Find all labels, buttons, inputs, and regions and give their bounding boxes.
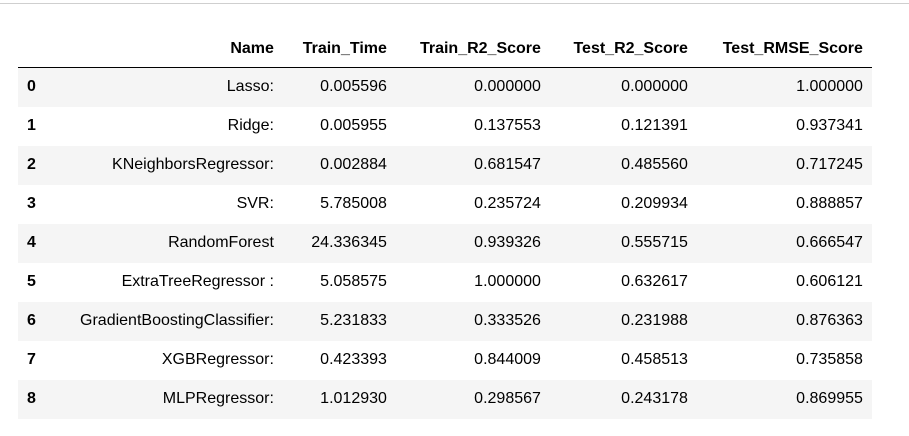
cell-test-rmse: 0.735858: [796, 351, 863, 368]
table-row: 8 MLPRegressor: 1.012930 0.298567 0.243178 0.…: [18, 379, 872, 419]
cell-test-r2: 0.632617: [621, 273, 688, 290]
row-index: 0: [27, 78, 36, 96]
cell-test-r2: 0.000000: [621, 78, 688, 96]
row-index: 5: [27, 273, 36, 290]
cell-train-r2: 0.844009: [474, 351, 541, 368]
cell-name: RandomForest: [168, 234, 274, 251]
cell-test-rmse: 0.937341: [796, 117, 863, 134]
row-index: 1: [27, 117, 36, 134]
cell-train-r2: 0.137553: [474, 117, 541, 134]
row-index: 2: [27, 156, 36, 173]
cell-test-rmse: 0.869955: [796, 390, 863, 407]
cell-train-time: 1.012930: [320, 390, 387, 407]
cell-train-r2: 0.939326: [474, 234, 541, 251]
table-row: 7 XGBRegressor: 0.423393 0.844009 0.458513 0.…: [18, 340, 872, 380]
header-name: Name: [44, 30, 283, 68]
table-body: 0 Lasso: 0.005596 0.000000 0.000000 1.000000 1…: [18, 67, 872, 419]
cell-train-time: 0.005955: [320, 117, 387, 134]
cell-test-rmse: 0.876363: [796, 312, 863, 329]
cell-train-r2: 0.298567: [474, 390, 541, 407]
cell-name: MLPRegressor:: [162, 390, 274, 407]
table-row: 3 SVR: 5.785008 0.235724 0.209934 0.888857: [18, 184, 872, 224]
table-row: 5 ExtraTreeRegressor : 5.058575 1.000000 0.6…: [18, 262, 872, 302]
cell-train-r2: 0.235724: [474, 195, 541, 212]
cell-test-r2: 0.231988: [621, 312, 688, 329]
cell-name: Ridge:: [227, 117, 274, 134]
notebook-cell-border: [0, 0, 909, 4]
cell-test-rmse: 0.717245: [796, 156, 863, 173]
header-test-r2: Test_R2_Score: [549, 30, 697, 68]
cell-name: Lasso:: [226, 78, 274, 96]
cell-train-time: 5.231833: [320, 312, 387, 329]
results-table: Name Train_Time Train_R2_Score Test_R2_S…: [18, 30, 872, 419]
header-index: [18, 30, 45, 68]
cell-train-time: 0.005596: [320, 78, 387, 96]
row-index: 7: [27, 351, 36, 368]
cell-test-r2: 0.243178: [621, 390, 688, 407]
cell-test-rmse: 0.666547: [796, 234, 863, 251]
header-row: Name Train_Time Train_R2_Score Test_R2_S…: [18, 30, 872, 68]
cell-train-time: 0.423393: [320, 351, 387, 368]
cell-test-r2: 0.458513: [621, 351, 688, 368]
dataframe-output: Name Train_Time Train_R2_Score Test_R2_S…: [18, 30, 872, 419]
cell-train-r2: 0.000000: [474, 78, 541, 96]
row-index: 4: [27, 234, 36, 251]
cell-name: ExtraTreeRegressor :: [121, 273, 274, 290]
cell-test-rmse: 0.888857: [796, 195, 863, 212]
table-row: 6 GradientBoostingClassifier: 5.231833 0.33…: [18, 301, 872, 341]
cell-test-r2: 0.121391: [621, 117, 688, 134]
table-row: 1 Ridge: 0.005955 0.137553 0.121391 0.937341: [18, 106, 872, 146]
cell-test-r2: 0.209934: [621, 195, 688, 212]
cell-test-r2: 0.485560: [621, 156, 688, 173]
cell-train-r2: 1.000000: [474, 273, 541, 290]
row-index: 6: [27, 312, 36, 329]
cell-test-rmse: 1.000000: [796, 78, 863, 96]
cell-test-rmse: 0.606121: [796, 273, 863, 290]
table-row: 0 Lasso: 0.005596 0.000000 0.000000 1.000000: [18, 67, 872, 107]
cell-train-time: 24.336345: [311, 234, 387, 251]
cell-name: XGBRegressor:: [161, 351, 274, 368]
cell-test-r2: 0.555715: [621, 234, 688, 251]
table-row: 4 RandomForest 24.336345 0.939326 0.555715 0.…: [18, 223, 872, 263]
header-train-time: Train_Time: [282, 30, 396, 68]
cell-name: SVR:: [236, 195, 274, 212]
cell-name: GradientBoostingClassifier:: [80, 312, 274, 329]
row-index: 8: [27, 390, 36, 407]
header-test-rmse: Test_RMSE_Score: [696, 30, 872, 68]
cell-train-time: 5.785008: [320, 195, 387, 212]
cell-train-time: 0.002884: [320, 156, 387, 173]
table-row: 2 KNeighborsRegressor: 0.002884 0.681547 0.4…: [18, 145, 872, 185]
cell-name: KNeighborsRegressor:: [112, 156, 274, 173]
cell-train-r2: 0.333526: [474, 312, 541, 329]
cell-train-r2: 0.681547: [474, 156, 541, 173]
cell-train-time: 5.058575: [320, 273, 387, 290]
row-index: 3: [27, 195, 36, 212]
header-train-r2: Train_R2_Score: [395, 30, 550, 68]
